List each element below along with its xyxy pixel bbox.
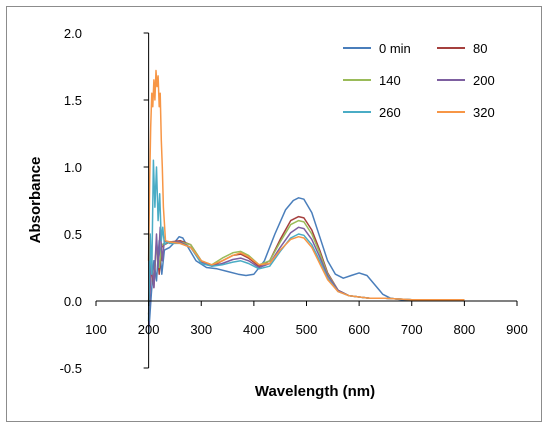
y-tick-label: 0.5 [64, 227, 82, 242]
series-line-320 [147, 69, 465, 301]
y-axis-title: Absorbance [27, 157, 44, 244]
legend: 0 min 80 140 200 260 320 [343, 41, 495, 120]
x-tick-label: 900 [506, 322, 528, 337]
chart-frame [6, 6, 542, 422]
y-tick-label: -0.5 [60, 361, 82, 376]
x-tick-label: 700 [401, 322, 423, 337]
x-tick-label: 600 [348, 322, 370, 337]
legend-label: 200 [473, 73, 495, 88]
x-tick-label: 500 [296, 322, 318, 337]
legend-label: 320 [473, 105, 495, 120]
y-tick-label: 0.0 [64, 294, 82, 309]
y-tick-label: 1.5 [64, 93, 82, 108]
x-tick-label: 400 [243, 322, 265, 337]
x-tick-label: 200 [138, 322, 160, 337]
y-tick-label: 2.0 [64, 26, 82, 41]
y-tick-label: 1.0 [64, 160, 82, 175]
x-tick-label: 100 [85, 322, 107, 337]
series-line-0-min [147, 197, 465, 335]
legend-label: 80 [473, 41, 487, 56]
x-tick-label: 800 [454, 322, 476, 337]
x-tick-label: 300 [190, 322, 212, 337]
series-line-200 [147, 226, 465, 328]
x-axis-title: Wavelength (nm) [255, 383, 375, 400]
axes-layer: -0.5 0.0 0.5 1.0 1.5 2.0 100 200 300 400 500 600 700… [60, 26, 528, 376]
legend-label: 0 min [379, 41, 411, 56]
legend-label: 140 [379, 73, 401, 88]
series-layer [147, 69, 465, 335]
legend-label: 260 [379, 105, 401, 120]
